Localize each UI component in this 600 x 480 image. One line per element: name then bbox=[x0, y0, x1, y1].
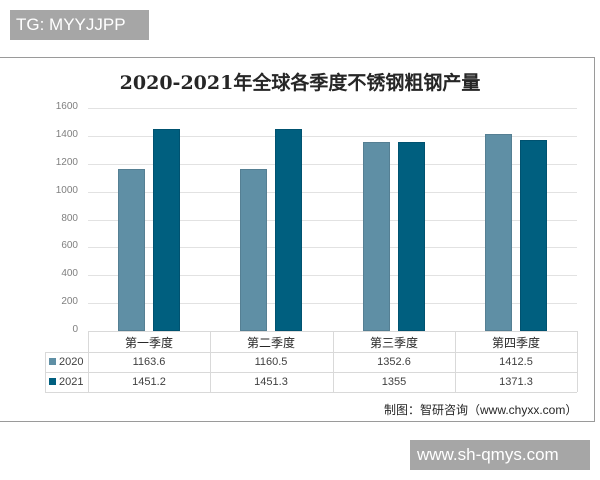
table-value: 1412.5 bbox=[499, 356, 533, 368]
table-value: 1352.6 bbox=[377, 356, 411, 368]
y-tick-label: 1400 bbox=[55, 129, 78, 140]
table-rule bbox=[210, 331, 211, 392]
table-rule bbox=[45, 372, 577, 373]
table-rule bbox=[88, 331, 89, 392]
bar-2021-q2 bbox=[275, 129, 302, 331]
gridline bbox=[88, 136, 577, 137]
legend-2021: 2021 bbox=[49, 376, 83, 388]
legend-label: 2021 bbox=[59, 376, 84, 388]
gridline bbox=[88, 275, 577, 276]
watermark-top: TG: MYYJJPP bbox=[10, 10, 149, 40]
gridline bbox=[88, 247, 577, 248]
table-value: 1371.3 bbox=[499, 376, 533, 388]
table-rule bbox=[333, 331, 334, 392]
y-tick-label: 0 bbox=[72, 324, 78, 335]
gridline bbox=[88, 303, 577, 304]
table-rule bbox=[45, 392, 577, 393]
bar-2021-q1 bbox=[153, 129, 180, 331]
table-rule bbox=[45, 352, 577, 353]
table-rule bbox=[45, 352, 46, 392]
y-tick-label: 800 bbox=[61, 213, 78, 224]
y-tick-label: 1000 bbox=[55, 185, 78, 196]
table-value: 1355 bbox=[381, 376, 407, 388]
bar-2021-q4 bbox=[520, 140, 547, 331]
gridline bbox=[88, 220, 577, 221]
gridline bbox=[88, 108, 577, 109]
legend-2020: 2020 bbox=[49, 356, 83, 368]
watermark-bottom: www.sh-qmys.com bbox=[410, 440, 590, 470]
bar-2020-q3 bbox=[363, 142, 390, 331]
category-label: 第三季度 bbox=[369, 336, 418, 350]
table-value: 1160.5 bbox=[254, 356, 288, 368]
table-rule bbox=[88, 331, 577, 332]
gridline bbox=[88, 192, 577, 193]
bar-2020-q1 bbox=[118, 169, 145, 331]
table-value: 1451.3 bbox=[254, 376, 288, 388]
y-tick-label: 1600 bbox=[55, 101, 78, 112]
y-tick-label: 400 bbox=[61, 268, 78, 279]
legend-swatch-icon bbox=[49, 358, 56, 365]
table-value: 1451.2 bbox=[132, 376, 166, 388]
gridline bbox=[88, 164, 577, 165]
source-credit: 制图：智研咨询（www.chyxx.com） bbox=[384, 403, 578, 417]
y-tick-label: 600 bbox=[61, 240, 78, 251]
category-label: 第一季度 bbox=[124, 336, 173, 350]
chart-title: 2020-2021年全球各季度不锈钢粗钢产量 bbox=[119, 72, 481, 94]
category-label: 第二季度 bbox=[246, 336, 295, 350]
table-rule bbox=[577, 331, 578, 392]
y-tick-label: 1200 bbox=[55, 157, 78, 168]
table-value: 1163.6 bbox=[132, 356, 166, 368]
bar-2020-q4 bbox=[485, 134, 512, 331]
legend-label: 2020 bbox=[59, 356, 84, 368]
bar-2020-q2 bbox=[240, 169, 267, 331]
table-rule bbox=[455, 331, 456, 392]
legend-swatch-icon bbox=[49, 378, 56, 385]
bar-2021-q3 bbox=[398, 142, 425, 331]
category-label: 第四季度 bbox=[491, 336, 540, 350]
y-tick-label: 200 bbox=[61, 296, 78, 307]
